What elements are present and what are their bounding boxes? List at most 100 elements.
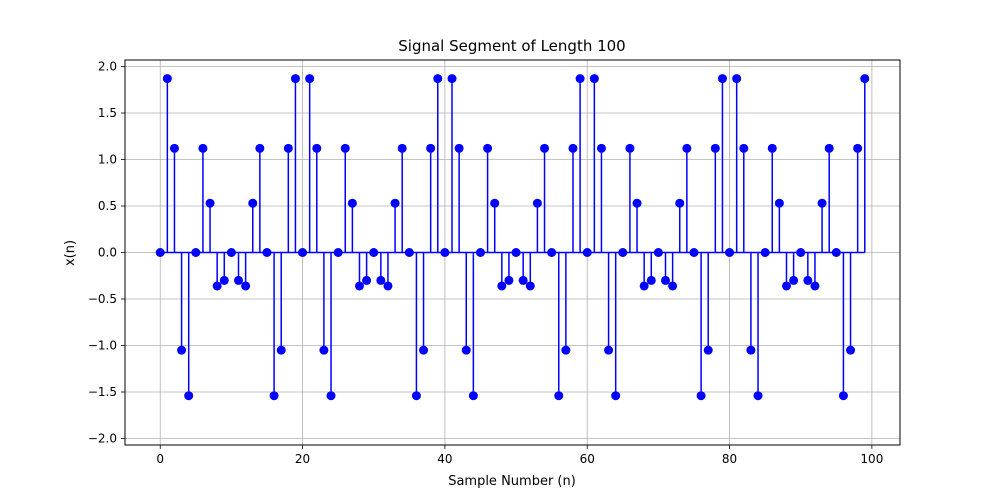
stem-marker: [411, 391, 421, 401]
y-axis-ticks: 2.0 1.5 1.0 0.5 0.0 −0.5 −1.0 −1.5 −2.0: [88, 60, 125, 445]
stem-marker: [682, 143, 692, 153]
stem-marker: [511, 248, 521, 257]
stem-marker: [717, 74, 727, 84]
stem-marker: [475, 248, 485, 257]
stem-marker: [504, 275, 514, 285]
stem-marker: [483, 143, 493, 153]
stem-marker: [525, 281, 535, 291]
y-tick-label: −0.5: [88, 292, 117, 306]
stem-marker: [618, 248, 628, 257]
stem-marker: [169, 143, 179, 153]
stem-marker: [803, 275, 813, 285]
stem-marker: [419, 345, 429, 355]
stem-marker: [646, 275, 656, 285]
stem-marker: [369, 248, 379, 257]
y-tick-label: −1.0: [88, 338, 117, 352]
stem-marker: [383, 281, 393, 291]
y-tick-label: −1.5: [88, 385, 117, 399]
stem-marker: [433, 74, 443, 84]
stem-marker: [561, 345, 571, 355]
stem-marker: [853, 143, 863, 153]
x-tick-label: 40: [437, 452, 452, 466]
stem-marker: [547, 248, 557, 257]
x-tick-label: 100: [860, 452, 883, 466]
stem-marker: [518, 275, 528, 285]
y-tick-label: 2.0: [98, 60, 117, 74]
stem-marker: [653, 248, 663, 257]
y-tick-label: 0.0: [98, 246, 117, 260]
stem-marker: [725, 248, 735, 257]
stem-marker: [354, 281, 364, 291]
stem-marker: [732, 74, 742, 84]
x-tick-label: 20: [295, 452, 310, 466]
stem-marker: [447, 74, 457, 84]
stem-marker: [205, 198, 215, 208]
stem-marker: [390, 198, 400, 208]
stem-marker: [333, 248, 343, 257]
x-axis-ticks: 0 20 40 60 80 100: [156, 445, 883, 466]
stem-marker: [739, 143, 749, 153]
x-tick-label: 60: [580, 452, 595, 466]
stem-marker: [312, 143, 322, 153]
stem-marker: [668, 281, 678, 291]
stem-marker: [219, 275, 229, 285]
stem-marker: [589, 74, 599, 84]
stem-marker: [810, 281, 820, 291]
stem-marker: [347, 198, 357, 208]
y-tick-label: −2.0: [88, 431, 117, 445]
stem-marker: [532, 198, 542, 208]
y-tick-label: 1.5: [98, 106, 117, 120]
stem-marker: [184, 391, 194, 401]
stem-marker: [283, 143, 293, 153]
stem-marker: [796, 248, 806, 257]
x-tick-label: 0: [156, 452, 164, 466]
stem-marker: [625, 143, 635, 153]
stem-marker: [155, 248, 165, 257]
stem-marker: [753, 391, 763, 401]
chart-title: Signal Segment of Length 100: [398, 37, 625, 55]
stem-marker: [376, 275, 386, 285]
stem-marker: [248, 198, 258, 208]
stem-marker: [262, 248, 272, 257]
stem-marker: [226, 248, 236, 257]
stem-marker: [269, 391, 279, 401]
y-tick-label: 0.5: [98, 199, 117, 213]
stem-marker: [290, 74, 300, 84]
stem-marker: [162, 74, 172, 84]
y-tick-label: 1.0: [98, 153, 117, 167]
stem-marker: [746, 345, 756, 355]
stem-marker: [540, 143, 550, 153]
stem-marker: [632, 198, 642, 208]
stem-marker: [497, 281, 507, 291]
stem-marker: [703, 345, 713, 355]
stem-marker: [191, 248, 201, 257]
stem-marker: [860, 74, 870, 84]
stem-marker: [582, 248, 592, 257]
stem-marker: [305, 74, 315, 84]
stem-marker: [276, 345, 286, 355]
stem-marker: [212, 281, 222, 291]
stem-marker: [611, 391, 621, 401]
stem-marker: [846, 345, 856, 355]
stem-marker: [596, 143, 606, 153]
stem-marker: [461, 345, 471, 355]
stem-marker: [781, 281, 791, 291]
stem-marker: [404, 248, 414, 257]
stem-marker: [817, 198, 827, 208]
stem-marker: [490, 198, 500, 208]
stem-marker: [554, 391, 564, 401]
stem-lines: [160, 78, 866, 396]
stem-marker: [468, 391, 478, 401]
stem-marker: [319, 345, 329, 355]
stem-marker: [454, 143, 464, 153]
stem-marker: [362, 275, 372, 285]
stem-marker: [575, 74, 585, 84]
stem-marker: [255, 143, 265, 153]
stem-marker: [696, 391, 706, 401]
stem-marker: [241, 281, 251, 291]
stem-marker: [767, 143, 777, 153]
stem-marker: [639, 281, 649, 291]
stem-marker: [326, 391, 336, 401]
stem-marker: [661, 275, 671, 285]
